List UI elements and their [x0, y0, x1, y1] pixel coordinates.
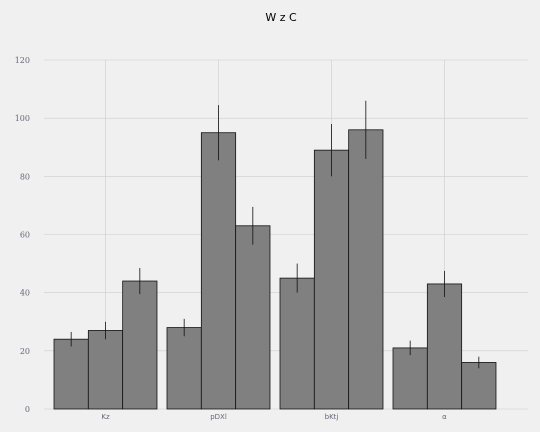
bar	[348, 129, 384, 410]
chart-title: W z C	[265, 11, 297, 24]
y-axis-ticks: 0 20 40 60 80 100 120	[15, 56, 30, 414]
x-tick-label: α	[442, 413, 447, 421]
y-tick-label: 20	[20, 347, 30, 356]
bars	[53, 129, 497, 410]
x-tick-label: bKtj	[325, 413, 339, 421]
bar	[426, 283, 463, 410]
bar	[235, 225, 271, 410]
bar	[87, 330, 124, 410]
y-tick-label: 80	[20, 172, 30, 181]
x-tick-label: Kz	[101, 413, 110, 421]
x-tick-label: pDXl	[210, 413, 227, 421]
bar	[279, 277, 315, 410]
bar	[122, 280, 158, 410]
x-axis-ticks: Kz pDXl bKtj α	[101, 413, 447, 421]
bar	[166, 327, 202, 410]
bar	[461, 362, 497, 410]
bar	[392, 347, 428, 410]
y-tick-label: 0	[25, 405, 30, 414]
bar	[53, 338, 89, 410]
error-bars	[70, 100, 480, 369]
y-tick-label: 40	[20, 289, 30, 298]
bar	[313, 149, 350, 410]
y-tick-label: 120	[15, 56, 30, 65]
y-tick-label: 100	[15, 114, 30, 123]
bar	[200, 132, 237, 410]
y-tick-label: 60	[20, 231, 30, 240]
